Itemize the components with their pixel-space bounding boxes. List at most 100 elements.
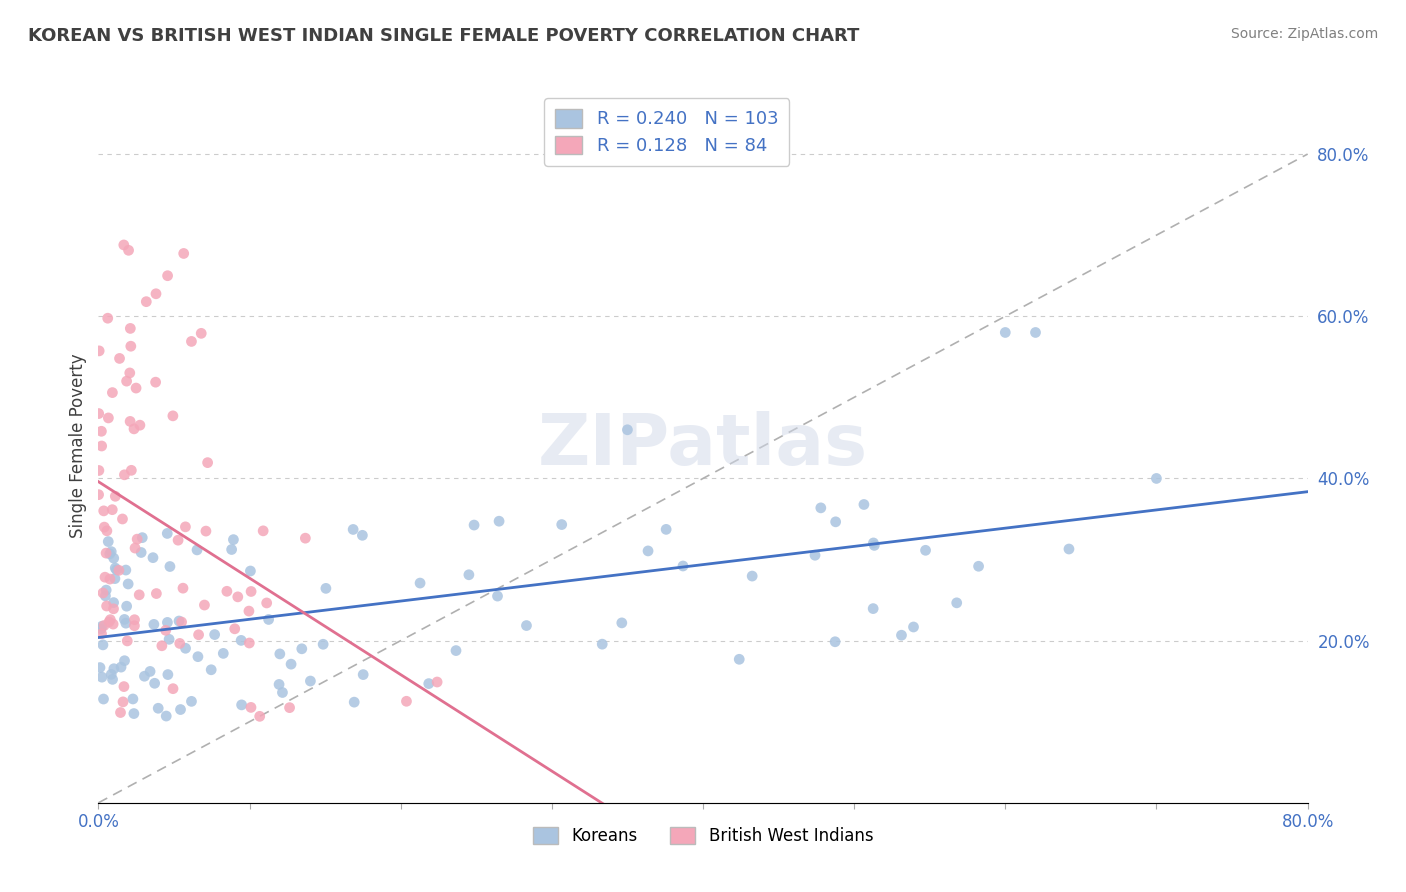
Point (1024, 326, 1046, 340)
Point (120, 414, 142, 428)
Point (156, 615, 179, 630)
Point (240, 700, 263, 714)
Point (186, 542, 208, 557)
Point (122, 422, 145, 436)
Point (409, 576, 432, 591)
Point (97, 534, 120, 549)
Point (418, 676, 440, 690)
Point (169, 636, 191, 650)
Point (212, 646, 235, 660)
Point (804, 548, 827, 562)
Point (93, 618, 115, 632)
Point (87, 488, 110, 502)
Point (103, 551, 125, 566)
Point (98, 547, 121, 561)
Point (89, 343, 111, 358)
Point (155, 709, 177, 723)
Point (111, 512, 134, 526)
Point (187, 649, 209, 664)
Point (312, 637, 335, 651)
Point (145, 375, 167, 389)
Point (221, 542, 243, 557)
Point (342, 523, 364, 537)
Point (118, 366, 141, 380)
Point (222, 533, 245, 547)
Point (100, 667, 122, 681)
Point (967, 559, 990, 574)
Point (98, 572, 121, 586)
Point (903, 620, 925, 634)
Point (134, 669, 156, 683)
Point (204, 627, 226, 641)
Point (112, 238, 135, 252)
Point (120, 321, 142, 335)
Point (157, 632, 180, 647)
Point (139, 665, 162, 679)
Point (129, 545, 152, 559)
Point (128, 588, 150, 602)
Point (172, 581, 194, 595)
Point (124, 541, 146, 555)
Point (94, 570, 117, 584)
Point (224, 622, 246, 636)
Point (112, 680, 135, 694)
Point (156, 667, 179, 681)
Point (280, 657, 302, 672)
Point (117, 244, 139, 258)
Point (162, 409, 184, 423)
Point (148, 701, 170, 715)
Point (114, 563, 136, 577)
Point (240, 584, 263, 599)
Point (256, 596, 278, 610)
Point (352, 667, 374, 681)
Point (167, 533, 190, 548)
Point (103, 602, 125, 616)
Point (271, 685, 294, 699)
Point (145, 586, 167, 600)
Point (269, 647, 291, 661)
Point (180, 334, 202, 349)
Point (93, 520, 115, 534)
Point (135, 294, 157, 309)
Point (131, 531, 153, 545)
Point (215, 584, 238, 599)
Point (463, 518, 485, 533)
Point (108, 563, 131, 577)
Point (810, 500, 832, 515)
Point (187, 628, 209, 642)
Point (96, 583, 118, 598)
Point (267, 677, 290, 691)
Y-axis label: Single Female Poverty: Single Female Poverty (69, 354, 87, 538)
Text: KOREAN VS BRITISH WEST INDIAN SINGLE FEMALE POVERTY CORRELATION CHART: KOREAN VS BRITISH WEST INDIAN SINGLE FEM… (28, 27, 859, 45)
Point (87, 463, 110, 477)
Point (194, 524, 217, 538)
Point (105, 563, 128, 577)
Point (1057, 541, 1080, 556)
Point (91, 638, 114, 652)
Legend: Koreans, British West Indians: Koreans, British West Indians (526, 820, 880, 852)
Point (91, 619, 114, 633)
Point (103, 596, 125, 610)
Point (143, 676, 166, 690)
Point (299, 673, 322, 688)
Point (120, 339, 142, 353)
Point (173, 246, 195, 260)
Point (741, 569, 763, 583)
Point (170, 615, 193, 629)
Point (114, 654, 136, 668)
Point (824, 634, 846, 648)
Point (238, 636, 260, 650)
Point (96, 599, 118, 613)
Point (90, 670, 112, 684)
Point (97, 411, 120, 425)
Point (914, 543, 936, 558)
Point (515, 618, 537, 632)
Point (100, 544, 122, 558)
Point (115, 599, 138, 614)
Point (98, 613, 121, 627)
Point (457, 567, 479, 582)
Point (117, 577, 139, 591)
Point (94, 589, 117, 603)
Point (94, 546, 117, 560)
Point (101, 385, 124, 400)
